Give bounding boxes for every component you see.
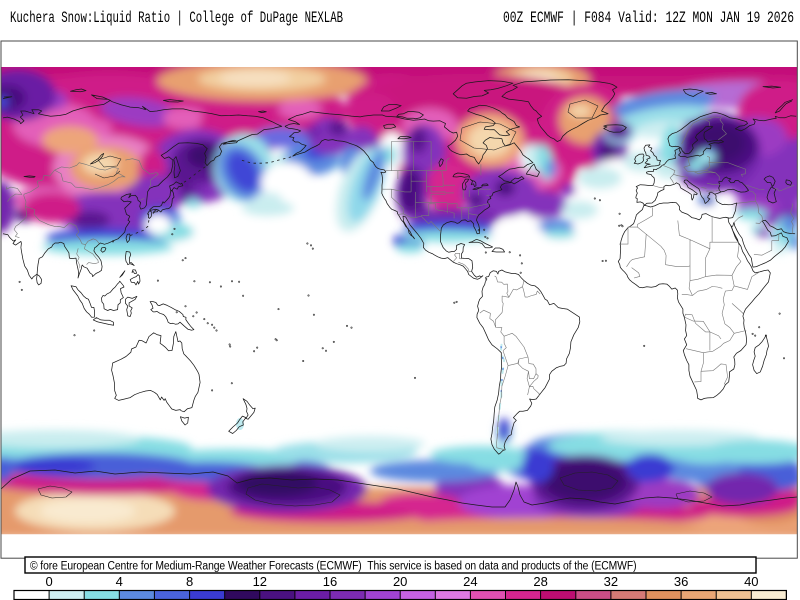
svg-text:0: 0: [45, 574, 52, 589]
svg-text:4: 4: [116, 574, 123, 589]
svg-text:36: 36: [674, 574, 688, 589]
svg-text:12: 12: [253, 574, 267, 589]
svg-text:20: 20: [393, 574, 407, 589]
svg-text:24: 24: [463, 574, 477, 589]
svg-text:16: 16: [323, 574, 337, 589]
svg-text:28: 28: [533, 574, 547, 589]
svg-text:32: 32: [604, 574, 618, 589]
svg-text:8: 8: [186, 574, 193, 589]
svg-text:40: 40: [744, 574, 758, 589]
svg-text:© fore European Centre for Med: © fore European Centre for Medium-Range …: [30, 560, 636, 573]
